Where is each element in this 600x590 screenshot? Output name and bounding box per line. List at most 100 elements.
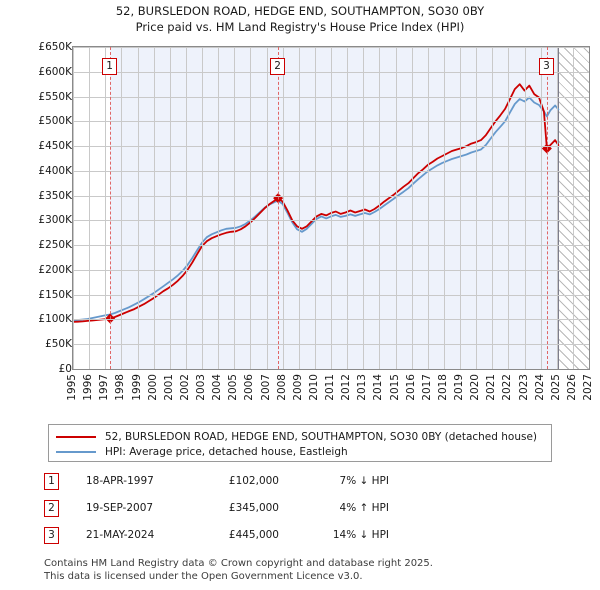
gridline-vertical (73, 47, 74, 369)
x-axis-tick-label: 2006 (243, 374, 256, 401)
gridline-vertical (234, 47, 235, 369)
transaction-price-2: £345,000 (228, 502, 279, 514)
y-axis-tick-label: £50K (45, 338, 72, 351)
x-axis-tick-label: 2010 (307, 374, 320, 401)
gridline-vertical (218, 47, 219, 369)
gridline-vertical (154, 47, 155, 369)
legend-item-1: HPI: Average price, detached house, East… (56, 445, 544, 459)
table-row: 3 21-MAY-2024 £445,000 14% ↓ HPI (44, 526, 464, 553)
transaction-event-line (546, 47, 548, 369)
gridline-vertical (396, 47, 397, 369)
copyright-footer: Contains HM Land Registry data © Crown c… (44, 558, 564, 583)
transaction-hpi-delta-2: 4% ↑ HPI (339, 502, 389, 514)
x-axis-tick-label: 2021 (485, 374, 498, 401)
gridline-vertical (460, 47, 461, 369)
gridline-vertical (476, 47, 477, 369)
gridline-horizontal (73, 72, 589, 73)
x-axis-tick-label: 2001 (162, 374, 175, 401)
gridline-horizontal (73, 146, 589, 147)
x-axis-tick-label: 2023 (517, 374, 530, 401)
gridline-vertical (525, 47, 526, 369)
x-axis-tick-label: 2016 (404, 374, 417, 401)
gridline-horizontal (73, 196, 589, 197)
y-axis-tick-label: £200K (38, 263, 72, 276)
x-axis-tick-label: 2015 (388, 374, 401, 401)
footer-line-2: This data is licensed under the Open Gov… (44, 570, 363, 582)
y-axis-tick-label: £300K (38, 214, 72, 227)
gridline-vertical (315, 47, 316, 369)
x-axis-tick-label: 2000 (146, 374, 159, 401)
x-axis-tick-label: 2022 (501, 374, 514, 401)
x-axis-tick-label: 2002 (178, 374, 191, 401)
y-axis-tick-label: £250K (38, 239, 72, 252)
gridline-vertical (267, 47, 268, 369)
gridline-vertical (363, 47, 364, 369)
gridline-vertical (202, 47, 203, 369)
x-axis-tick-label: 2027 (582, 374, 594, 401)
y-axis-tick-label: £150K (38, 288, 72, 301)
chart-plot-area (72, 46, 590, 370)
legend-item-0: 52, BURSLEDON ROAD, HEDGE END, SOUTHAMPT… (56, 430, 544, 444)
y-axis-tick-label: £500K (38, 115, 72, 128)
gridline-horizontal (73, 245, 589, 246)
gridline-vertical (186, 47, 187, 369)
y-axis-tick-label: £350K (38, 189, 72, 202)
gridline-vertical (331, 47, 332, 369)
gridline-horizontal (73, 171, 589, 172)
x-axis-tick-label: 2019 (453, 374, 465, 401)
x-axis-tick-label: 2017 (420, 374, 433, 401)
x-axis-tick-label: 1997 (98, 374, 111, 401)
y-axis-tick-label: £400K (38, 164, 72, 177)
gridline-vertical (170, 47, 171, 369)
footer-line-1: Contains HM Land Registry data © Crown c… (44, 558, 433, 569)
x-axis: 1995 1996 1997 1998 1999 2000 2001 2002 2003 2004… (0, 374, 600, 418)
chart-marker-3: 3 (538, 58, 554, 75)
x-axis-tick-label: 2004 (211, 374, 224, 401)
x-axis-tick-label: 1995 (66, 374, 78, 401)
transaction-event-line (110, 47, 112, 369)
table-row: 1 18-APR-1997 £102,000 7% ↓ HPI (44, 472, 464, 499)
y-axis-tick-label: £650K (38, 41, 72, 53)
transaction-marker-3: 3 (44, 527, 59, 544)
x-axis-tick-label: 2018 (436, 374, 449, 401)
gridline-vertical (299, 47, 300, 369)
gridline-horizontal (73, 344, 589, 345)
gridline-vertical (541, 47, 542, 369)
gridline-horizontal (73, 270, 589, 271)
gridline-vertical (105, 47, 106, 369)
title-line-1: 52, BURSLEDON ROAD, HEDGE END, SOUTHAMPT… (115, 4, 485, 18)
gridline-vertical (250, 47, 251, 369)
transaction-date-3: 21-MAY-2024 (86, 529, 155, 541)
series-line (73, 96, 560, 322)
x-axis-tick-label: 2026 (565, 374, 578, 401)
y-axis-tick-label: £0 (58, 363, 72, 375)
chart-legend: 52, BURSLEDON ROAD, HEDGE END, SOUTHAMPT… (48, 424, 552, 462)
transaction-hpi-delta-3: 14% ↓ HPI (332, 529, 389, 541)
series-line (73, 83, 560, 323)
y-axis: £0 £50K £100K £150K £200K £250K £300K £350K £400… (0, 41, 72, 375)
transaction-marker-1: 1 (44, 473, 59, 490)
x-axis-tick-label: 2025 (549, 374, 562, 401)
y-axis-tick-label: £450K (38, 140, 72, 153)
x-axis-tick-label: 1996 (82, 374, 95, 401)
chart-marker-2: 2 (270, 58, 286, 75)
gridline-vertical (283, 47, 284, 369)
gridline-horizontal (73, 121, 589, 122)
gridline-horizontal (73, 47, 589, 48)
gridline-vertical (444, 47, 445, 369)
gridline-vertical (121, 47, 122, 369)
table-row: 2 19-SEP-2007 £345,000 4% ↑ HPI (44, 499, 464, 526)
x-axis-tick-label: 1999 (130, 374, 143, 401)
gridline-horizontal (73, 97, 589, 98)
x-axis-tick-label: 2008 (275, 374, 288, 401)
x-axis-tick-label: 2020 (469, 374, 482, 401)
gridline-vertical (379, 47, 380, 369)
gridline-vertical (89, 47, 90, 369)
legend-swatch-red-icon (56, 436, 96, 438)
legend-label-1: HPI: Average price, detached house, East… (105, 446, 348, 458)
chart-marker-1: 1 (102, 58, 118, 75)
gridline-vertical (508, 47, 509, 369)
gridline-vertical (589, 47, 590, 369)
title-line-2: Price paid vs. HM Land Registry's House … (135, 20, 465, 34)
